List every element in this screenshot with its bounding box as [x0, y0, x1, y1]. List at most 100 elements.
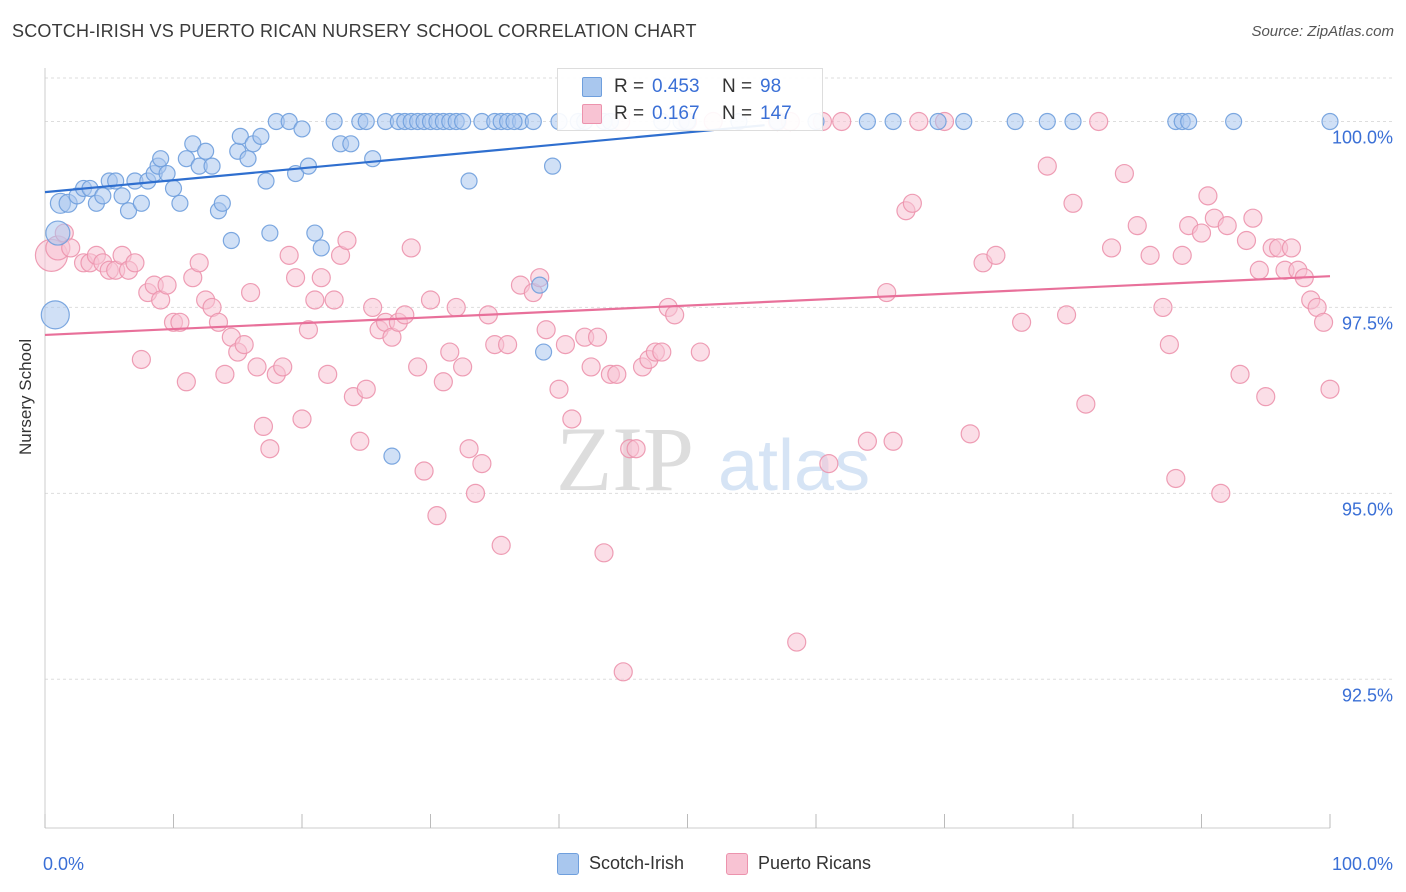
scotch-irish-point — [929, 112, 947, 131]
scotch-irish-point — [543, 157, 562, 175]
scotch-irish-point — [1064, 112, 1082, 131]
puerto-ricans-point — [1198, 186, 1218, 206]
scotch-irish-point — [534, 343, 553, 361]
puerto-ricans-point — [260, 439, 280, 459]
puerto-ricans-point — [690, 342, 710, 362]
puerto-ricans-point — [1114, 163, 1135, 184]
legend-r-value: 0.453 — [652, 76, 700, 97]
puerto-ricans-point — [234, 335, 254, 355]
puerto-ricans-point — [440, 342, 460, 362]
puerto-ricans-point — [446, 297, 466, 318]
scotch-irish-point — [94, 187, 112, 205]
puerto-ricans-point — [1256, 387, 1276, 407]
puerto-ricans-point — [131, 349, 151, 370]
puerto-ricans-point — [176, 372, 196, 392]
scotch-irish-point — [1180, 112, 1198, 131]
legend-swatch-pink — [582, 104, 602, 124]
scotch-irish-point — [132, 194, 150, 212]
scotch-irish-point — [357, 112, 375, 131]
puerto-ricans-point — [208, 312, 229, 332]
puerto-ricans-point — [909, 111, 929, 132]
scotch-irish-point — [955, 112, 973, 131]
puerto-ricans-point — [337, 230, 357, 251]
scotch-irish-point — [119, 202, 138, 220]
legend-n-value: 147 — [760, 103, 792, 124]
puerto-ricans-point — [1320, 379, 1340, 399]
puerto-ricans-point — [1140, 245, 1160, 265]
puerto-ricans-point — [395, 305, 415, 325]
puerto-ricans-trend-line — [44, 275, 1331, 337]
scotch-irish-point — [383, 447, 401, 465]
scotch-irish-point — [197, 142, 215, 160]
puerto-ricans-point — [626, 439, 646, 459]
scotch-irish-point — [252, 127, 270, 145]
puerto-ricans-point — [877, 282, 897, 303]
puerto-ricans-point — [1166, 468, 1186, 489]
puerto-ricans-point — [1037, 156, 1057, 176]
puerto-ricans-point — [498, 335, 518, 355]
puerto-ricans-point — [61, 238, 81, 258]
puerto-ricans-point — [453, 357, 473, 377]
puerto-ricans-point — [414, 461, 434, 481]
puerto-ricans-point — [581, 357, 601, 377]
scotch-irish-point — [293, 120, 311, 138]
correlation-legend: R = 0.453 N = 98 R = 0.167 N = 147 — [557, 68, 823, 131]
scotch-irish-point — [505, 112, 523, 131]
puerto-ricans-point — [665, 305, 685, 325]
puerto-ricans-point — [311, 268, 331, 288]
tick-labels: 92.5% 95.0% 97.5% 100.0% 0.0% 100.0% — [43, 127, 1393, 874]
scotch-irish-point — [524, 112, 542, 131]
puerto-ricans-point — [125, 253, 145, 273]
legend-r-label: R = — [614, 103, 645, 124]
scotch-irish-point — [222, 231, 240, 250]
puerto-ricans-point — [247, 357, 267, 377]
x-tick-label: 100.0% — [1332, 854, 1393, 874]
scotch-irish-point — [306, 224, 324, 242]
scotch-irish-point — [1038, 112, 1056, 131]
scotch-irish-point — [203, 157, 221, 175]
puerto-ricans-point — [1313, 312, 1334, 332]
scotch-irish-point — [454, 112, 472, 131]
puerto-ricans-point — [318, 364, 338, 384]
puerto-ricans-point — [1076, 394, 1096, 414]
scotch-irish-point — [1321, 112, 1339, 131]
puerto-ricans-point — [787, 632, 807, 652]
scotch-irish-point — [460, 172, 478, 190]
y-tick-label: 100.0% — [1332, 127, 1393, 147]
puerto-ricans-point — [1230, 364, 1250, 384]
puerto-ricans-point — [427, 506, 447, 526]
bottom-legend-swatch-blue — [557, 853, 579, 875]
scotch-irish-point — [364, 150, 382, 168]
puerto-ricans-point — [305, 290, 325, 310]
puerto-ricans-point — [292, 409, 312, 429]
y-tick-label: 92.5% — [1342, 685, 1393, 705]
puerto-ricans-point — [1063, 193, 1083, 213]
scotch-irish-trend-line — [44, 124, 765, 194]
puerto-ricans-point — [433, 372, 453, 392]
puerto-ricans-point — [549, 379, 569, 399]
puerto-ricans-point — [562, 409, 582, 429]
legend-swatch-blue — [582, 77, 602, 97]
puerto-ricans-point — [157, 275, 177, 295]
puerto-ricans-point — [459, 439, 479, 459]
watermark-atlas: atlas — [718, 426, 870, 506]
puerto-ricans-point — [298, 320, 319, 340]
puerto-ricans-point — [472, 453, 492, 474]
puerto-ricans-point — [986, 245, 1006, 265]
scotch-irish-point — [239, 150, 257, 168]
puerto-ricans-point — [1211, 483, 1231, 503]
scotch-irish-point — [280, 112, 298, 131]
scotch-irish-point — [213, 194, 231, 212]
puerto-ricans-point — [1172, 245, 1192, 265]
scotch-irish-point — [113, 187, 131, 205]
scotch-irish-point — [531, 276, 549, 294]
puerto-ricans-point — [253, 416, 274, 437]
puerto-ricans-point — [555, 335, 576, 355]
puerto-ricans-point — [1281, 238, 1302, 258]
puerto-ricans-point — [819, 453, 839, 474]
legend-n-label: N = — [722, 76, 753, 97]
puerto-ricans-point — [857, 431, 878, 451]
puerto-ricans-point — [465, 483, 486, 503]
scotch-irish-point — [312, 239, 330, 257]
